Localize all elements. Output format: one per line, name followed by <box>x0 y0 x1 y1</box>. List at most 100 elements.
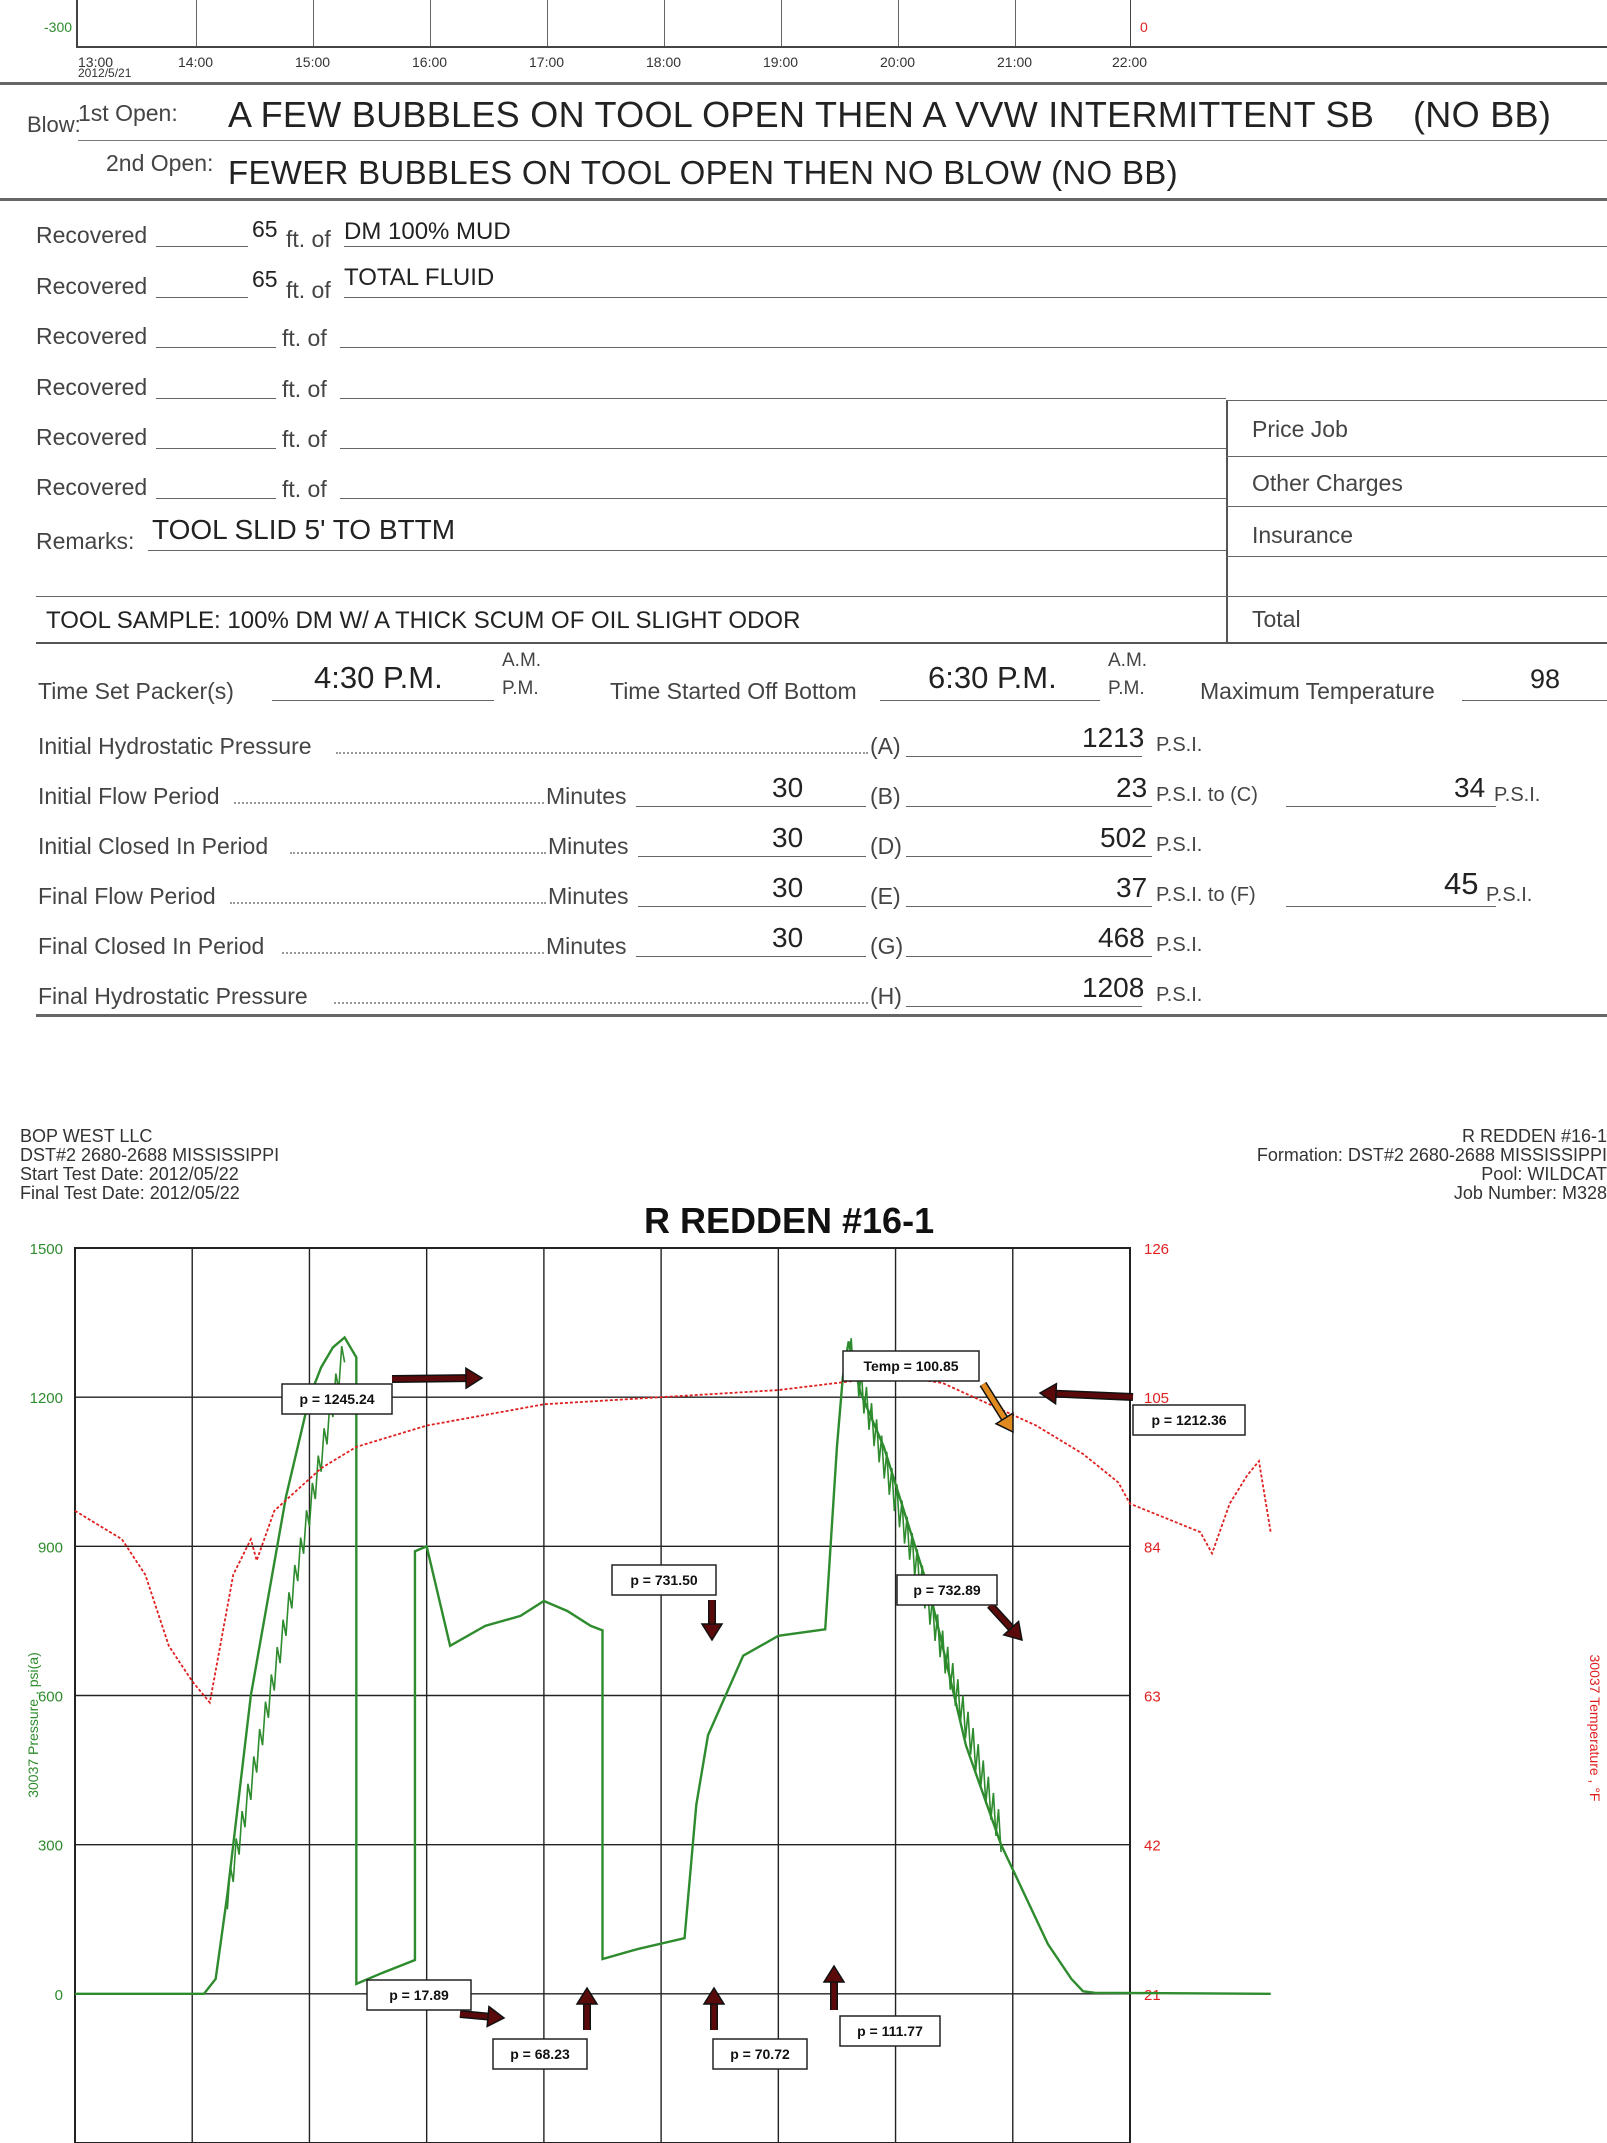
first-open-label: 1st Open: <box>78 100 178 126</box>
annotation-label: p = 68.23 <box>510 2046 570 2062</box>
pressure-row-label: Final Flow Period <box>38 883 216 909</box>
pressure-row-code: (D) <box>870 833 902 859</box>
psi-to-label: P.S.I. to (F) <box>1156 884 1256 906</box>
top-x-tick-label: 22:00 <box>1112 54 1148 70</box>
pressure-p1: 502 <box>1100 822 1147 853</box>
time-off-bottom-value: 6:30 P.M. <box>928 660 1057 695</box>
time-set-packer-value: 4:30 P.M. <box>314 660 443 695</box>
pressure-row-label: Final Closed In Period <box>38 933 265 959</box>
pressure-row-code: (B) <box>870 783 901 809</box>
recovered-desc: TOTAL FLUID <box>344 264 495 291</box>
annotation-arrow-shaft <box>988 1603 1014 1630</box>
recovered-ft: 65 <box>252 266 278 292</box>
psi-unit: P.S.I. <box>1156 834 1203 856</box>
annotation-label: p = 17.89 <box>389 1987 449 2003</box>
pressure-minutes: 30 <box>772 922 804 953</box>
y2-tick-label: 84 <box>1144 1539 1161 1556</box>
annotation-box <box>281 1383 393 1415</box>
pressure-p2: 45 <box>1444 866 1479 901</box>
ft-of-label: ft. of <box>286 226 331 252</box>
pressure-p1: 23 <box>1116 772 1148 803</box>
annotation-label: p = 111.77 <box>857 2023 923 2039</box>
y2-tick-label: 21 <box>1144 1987 1161 2004</box>
annotation-box <box>366 1979 472 2011</box>
recovered-label: Recovered <box>36 474 148 500</box>
annotation-arrow-head <box>994 1411 1014 1434</box>
other-charges-label: Other Charges <box>1252 470 1403 496</box>
pool-line: Pool: WILDCAT <box>1481 1164 1607 1184</box>
pressure-noise <box>226 1346 346 1910</box>
y-tick-label: 300 <box>38 1838 63 1855</box>
remarks-text: TOOL SLID 5' TO BTTM <box>152 514 456 545</box>
pressure-row-label: Initial Closed In Period <box>38 833 269 859</box>
top-y2-min-label: 0 <box>1140 19 1148 35</box>
formation-line: Formation: DST#2 2680-2688 MISSISSIPPI <box>1256 1145 1607 1165</box>
total-label: Total <box>1252 606 1301 632</box>
pressure-row-code: (E) <box>870 883 901 909</box>
annotation-arrow-head <box>465 1366 484 1390</box>
final-test-date: Final Test Date: 2012/05/22 <box>20 1183 240 1203</box>
annotation-arrow-head <box>486 2005 506 2028</box>
y-tick-label: 1200 <box>30 1390 63 1407</box>
recovered-label: Recovered <box>36 273 148 299</box>
blow-label: Blow: <box>27 112 81 137</box>
ft-of-label: ft. of <box>282 476 327 502</box>
annotation-box <box>611 1564 717 1596</box>
chart-title: R REDDEN #16-1 <box>644 1200 935 1241</box>
remarks-label: Remarks: <box>36 528 135 554</box>
y2-tick-label: 63 <box>1144 1689 1161 1706</box>
y-tick-label: 900 <box>38 1539 63 1556</box>
plot-frame <box>74 1247 1131 2143</box>
top-x-tick-label: 14:00 <box>178 54 214 70</box>
top-x-tick-label: 13:00 <box>78 54 114 70</box>
minutes-label: Minutes <box>546 783 627 809</box>
annotation-arrow-shaft <box>459 2011 489 2020</box>
annotation-arrow-shaft <box>391 1375 467 1382</box>
top-x-tick-label: 18:00 <box>646 54 682 70</box>
pressure-minutes: 30 <box>772 772 804 803</box>
temperature-series-line <box>74 1374 1272 1705</box>
dst-line: DST#2 2680-2688 MISSISSIPPI <box>20 1145 280 1165</box>
ft-of-label: ft. of <box>286 277 331 303</box>
y-tick-label: 0 <box>55 1987 63 2004</box>
recovered-label: Recovered <box>36 424 148 450</box>
top-x-date: 2012/5/21 <box>78 66 132 80</box>
pressure-noise <box>847 1338 1002 1853</box>
pressure-p1: 468 <box>1098 922 1145 953</box>
annotation-label: p = 732.89 <box>913 1582 981 1598</box>
annotation-arrow-head <box>575 1986 599 2005</box>
y-axis-label: 30037 Pressure , psi(a) <box>25 1652 41 1798</box>
ft-of-label: ft. of <box>282 426 327 452</box>
second-open-label: 2nd Open: <box>106 150 214 176</box>
annotation-label: p = 1212.36 <box>1151 1412 1226 1428</box>
pm-label: P.M. <box>502 678 539 699</box>
annotation-arrow-head <box>1038 1382 1058 1406</box>
y2-tick-label: 105 <box>1144 1390 1169 1407</box>
pressure-minutes: 30 <box>772 822 804 853</box>
top-x-tick-label: 16:00 <box>412 54 448 70</box>
tool-sample: TOOL SAMPLE: 100% DM W/ A THICK SCUM OF … <box>46 607 801 634</box>
company-name: BOP WEST LLC <box>20 1126 153 1146</box>
start-test-date: Start Test Date: 2012/05/22 <box>20 1164 239 1184</box>
pm-label: P.M. <box>1108 678 1145 699</box>
recovered-desc: DM 100% MUD <box>344 218 511 245</box>
top-x-tick-label: 20:00 <box>880 54 916 70</box>
psi-unit: P.S.I. <box>1156 934 1203 956</box>
pressure-row-code: (A) <box>870 733 901 759</box>
annotation-box <box>839 2015 941 2047</box>
job-number: Job Number: M328 <box>1453 1183 1607 1203</box>
ft-of-label: ft. of <box>282 376 327 402</box>
am-label: A.M. <box>502 650 542 671</box>
y2-axis-label: 30037 Temperature , °F <box>1587 1655 1603 1802</box>
y-tick-label: 1500 <box>30 1241 63 1258</box>
recovered-label: Recovered <box>36 222 148 248</box>
annotation-arrow-head <box>822 1964 846 1983</box>
minutes-label: Minutes <box>548 833 629 859</box>
second-open-text: FEWER BUBBLES ON TOOL OPEN THEN NO BLOW … <box>228 154 1178 191</box>
annotation-label: p = 731.50 <box>630 1572 698 1588</box>
psi-unit: P.S.I. <box>1486 884 1533 906</box>
time-set-packer-label: Time Set Packer(s) <box>38 678 234 704</box>
insurance-label: Insurance <box>1252 522 1354 548</box>
annotation-box <box>842 1350 980 1382</box>
pressure-row-label: Final Hydrostatic Pressure <box>38 983 308 1009</box>
